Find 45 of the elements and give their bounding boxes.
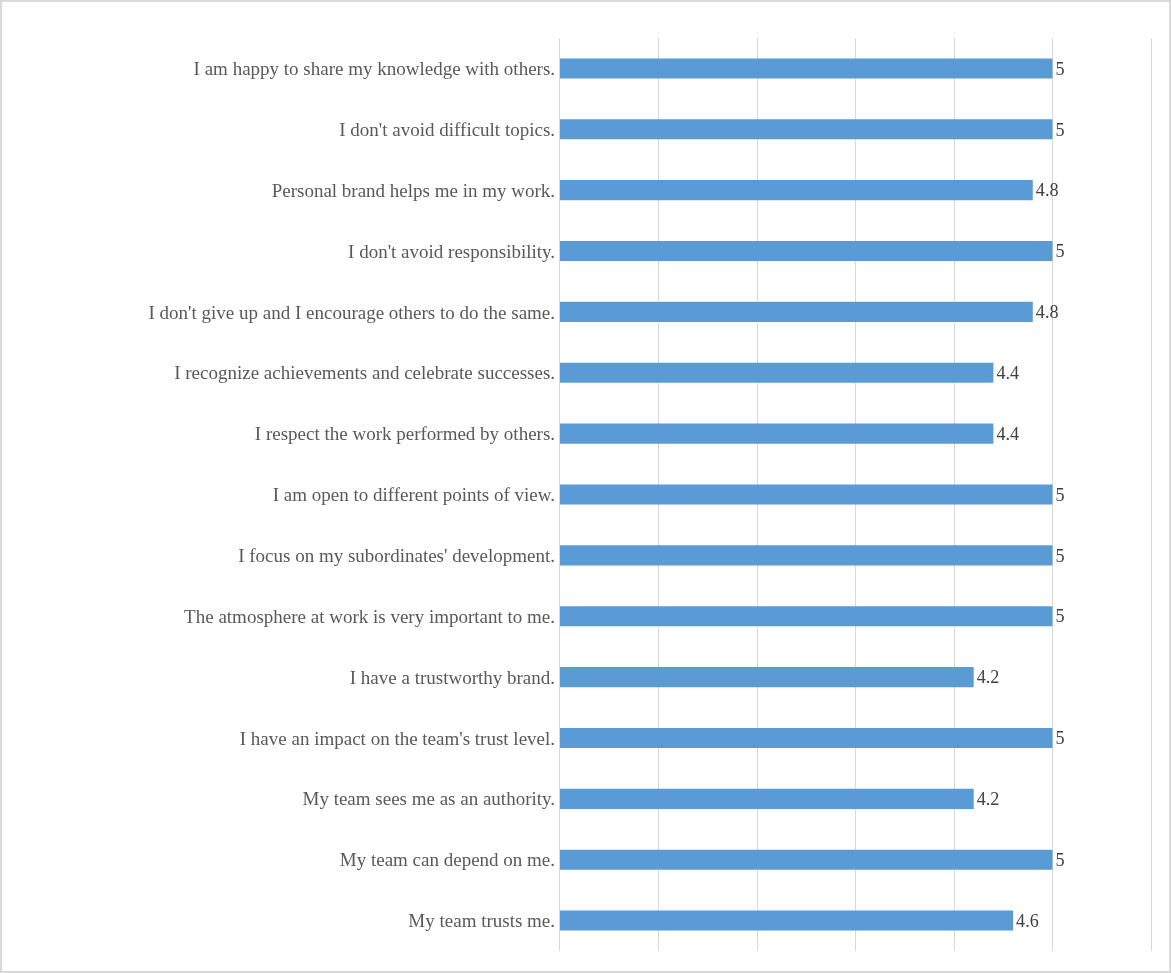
data-label: 4.4 <box>996 362 1020 383</box>
bar <box>560 849 1053 870</box>
data-label: 4.6 <box>1016 910 1039 931</box>
data-label: 5 <box>1055 241 1065 262</box>
bar <box>560 240 1053 262</box>
y-tick-label: I have an impact on the team's trust level. <box>239 727 556 749</box>
y-tick-label: I respect the work performed by others. <box>254 423 556 445</box>
y-tick-label: I focus on my subordinates' development. <box>238 545 556 567</box>
data-label: 5 <box>1055 119 1065 140</box>
bar <box>560 484 1053 505</box>
y-tick-label: My team can depend on me. <box>339 849 556 871</box>
data-label: 4.2 <box>976 667 1000 688</box>
y-tick-label: I don't avoid responsibility. <box>348 240 556 262</box>
data-label: 5 <box>1055 545 1065 566</box>
bar <box>560 788 974 809</box>
bar <box>560 727 1053 749</box>
data-label: 5 <box>1055 728 1065 749</box>
bar <box>560 606 1053 627</box>
y-tick-label: I am open to different points of view. <box>272 484 556 506</box>
y-tick-label: The atmosphere at work is very important to me. <box>184 605 556 627</box>
y-tick-label: My team trusts me. <box>408 910 556 932</box>
y-tick-label: Personal brand helps me in my work. <box>271 179 556 201</box>
y-tick-label: I have a trustworthy brand. <box>349 666 556 688</box>
bar <box>560 180 1033 201</box>
y-tick-label: I don't give up and I encourage others to do the same. <box>148 301 556 323</box>
bar <box>560 667 974 688</box>
bar <box>560 423 994 444</box>
data-label: 4.2 <box>976 789 1000 810</box>
bar <box>560 910 1014 931</box>
bar <box>560 58 1053 79</box>
y-tick-label: I am happy to share my knowledge with others. <box>193 58 556 80</box>
bar <box>560 362 994 383</box>
data-label: 4.4 <box>996 423 1020 444</box>
bar <box>560 545 1053 566</box>
y-tick-label: My team sees me as an authority. <box>302 788 556 810</box>
y-tick-label: I don't avoid difficult topics. <box>339 118 556 140</box>
data-label: 5 <box>1055 849 1065 870</box>
data-label: 5 <box>1055 58 1065 79</box>
data-label: 4.8 <box>1035 180 1059 201</box>
y-tick-label: I recognize achievements and celebrate successes. <box>174 362 556 384</box>
data-label: 5 <box>1055 484 1065 505</box>
data-label: 4.8 <box>1035 302 1059 323</box>
bar <box>560 119 1053 140</box>
bar <box>560 301 1033 322</box>
data-label: 5 <box>1055 606 1065 627</box>
